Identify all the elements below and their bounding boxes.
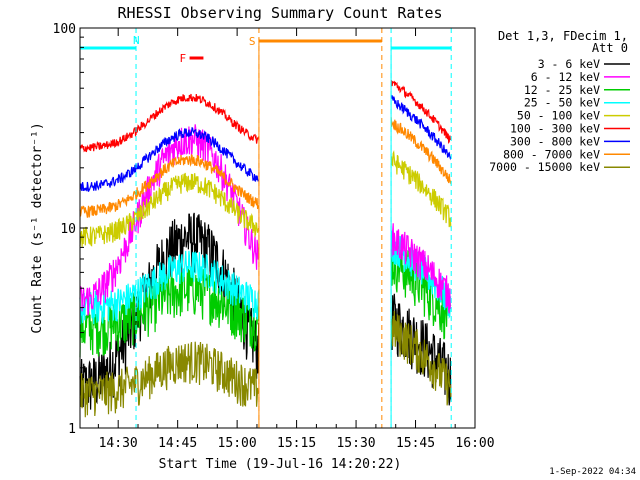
x-tick-label-1530: 15:30 (336, 436, 375, 451)
series-traces (79, 80, 452, 418)
annotation-label-s: S (249, 35, 256, 48)
y-tick-label-10: 10 (60, 222, 76, 237)
legend-label-800-7000-kev: 800 - 7000 keV (503, 147, 600, 161)
series-line-300-800-kev (79, 94, 452, 192)
series-line-50-100-kev (79, 150, 452, 247)
axes-layer: 14:30 14:45 15:00 15:15 15:30 15:45 16:00 1 10 10… (53, 22, 495, 451)
legend-label-25-50-kev: 25 - 50 keV (524, 96, 600, 110)
x-tick-label-1430: 14:30 (99, 436, 138, 451)
y-tick-label-1: 1 (68, 422, 76, 437)
legend-label-100-300-kev: 100 - 300 keV (510, 122, 600, 136)
x-axis-label: Start Time (19-Jul-16 14:20:22) (159, 457, 402, 472)
legend-label-12-25-kev: 12 - 25 keV (524, 83, 600, 97)
x-tick-label-1600: 16:00 (455, 436, 494, 451)
legend-label-300-800-kev: 300 - 800 keV (510, 134, 600, 148)
x-tick-label-1500: 15:00 (218, 436, 257, 451)
legend-label-3-6-kev: 3 - 6 keV (538, 57, 600, 71)
chart-title: RHESSI Observing Summary Count Rates (117, 4, 442, 22)
series-line-800-7000-kev (79, 117, 452, 218)
y-axis-label: Count Rate (s⁻¹ detector⁻¹) (30, 122, 45, 333)
y-tick-label-100: 100 (53, 22, 76, 37)
series-line-7000-15000-kev (79, 310, 452, 418)
legend-label-7000-15000-kev: 7000 - 15000 keV (489, 160, 600, 174)
legend-label-6-12-kev: 6 - 12 keV (531, 70, 600, 84)
annotation-label-n: N (133, 34, 140, 47)
annotation-layer: N S F (80, 28, 452, 428)
series-line-100-300-kev (79, 80, 452, 153)
x-tick-label-1445: 14:45 (158, 436, 197, 451)
x-tick-label-1515: 15:15 (277, 436, 316, 451)
annotation-label-f: F (180, 52, 187, 65)
legend-title-line-2: Att 0 (592, 41, 628, 55)
footer-timestamp: 1-Sep-2022 04:34 (549, 467, 636, 477)
legend-label-50-100-kev: 50 - 100 keV (517, 109, 600, 123)
x-tick-label-1545: 15:45 (396, 436, 435, 451)
legend-title-line-1: Det 1,3, FDecim 1, (498, 29, 628, 43)
